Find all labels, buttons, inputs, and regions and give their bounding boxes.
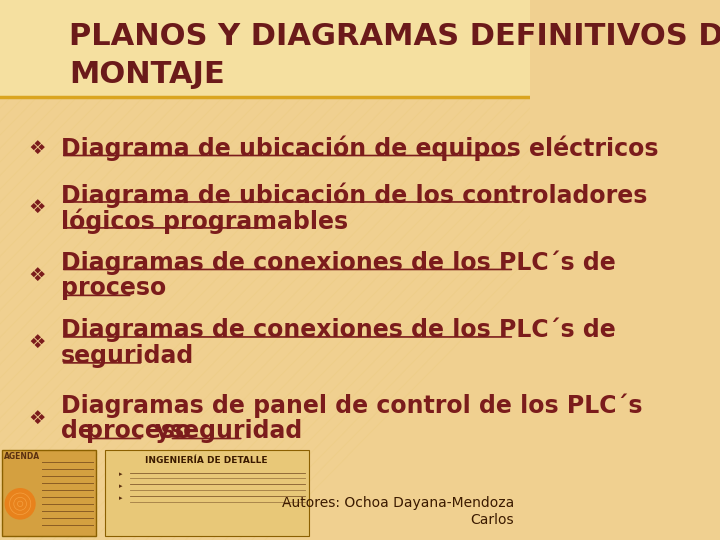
Text: ❖: ❖ bbox=[28, 198, 46, 218]
Text: ❖: ❖ bbox=[28, 139, 46, 158]
FancyBboxPatch shape bbox=[0, 0, 530, 97]
Text: Diagramas de conexiones de los PLC´s de: Diagramas de conexiones de los PLC´s de bbox=[61, 250, 616, 275]
FancyBboxPatch shape bbox=[1, 450, 96, 536]
Text: ▸: ▸ bbox=[120, 471, 123, 477]
Text: MONTAJE: MONTAJE bbox=[69, 60, 225, 89]
Text: Diagramas de panel de control de los PLC´s: Diagramas de panel de control de los PLC… bbox=[61, 393, 642, 418]
Text: ▸: ▸ bbox=[120, 495, 123, 501]
Text: INGENIERÍA DE DETALLE: INGENIERÍA DE DETALLE bbox=[145, 456, 268, 465]
Text: Diagrama de ubicación de los controladores: Diagrama de ubicación de los controlador… bbox=[61, 182, 647, 208]
Text: ❖: ❖ bbox=[28, 266, 46, 285]
Text: Autores: Ochoa Dayana-Mendoza
Carlos: Autores: Ochoa Dayana-Mendoza Carlos bbox=[282, 496, 514, 526]
Text: ▸: ▸ bbox=[120, 483, 123, 489]
Text: seguridad: seguridad bbox=[61, 344, 194, 368]
Text: de: de bbox=[61, 420, 102, 443]
Text: AGENDA: AGENDA bbox=[4, 452, 40, 461]
Text: Diagramas de conexiones de los PLC´s de: Diagramas de conexiones de los PLC´s de bbox=[61, 318, 616, 342]
Text: Diagrama de ubicación de equipos eléctricos: Diagrama de ubicación de equipos eléctri… bbox=[61, 136, 659, 161]
Text: lógicos programables: lógicos programables bbox=[61, 208, 348, 234]
FancyBboxPatch shape bbox=[105, 450, 308, 536]
Text: seguridad: seguridad bbox=[170, 420, 303, 443]
Text: ❖: ❖ bbox=[28, 409, 46, 428]
Text: PLANOS Y DIAGRAMAS DEFINITIVOS DE: PLANOS Y DIAGRAMAS DEFINITIVOS DE bbox=[69, 22, 720, 51]
Text: proceso: proceso bbox=[61, 276, 166, 300]
Circle shape bbox=[5, 489, 35, 519]
Text: ❖: ❖ bbox=[28, 333, 46, 353]
Text: proceso: proceso bbox=[86, 420, 191, 443]
Text: y: y bbox=[147, 420, 179, 443]
